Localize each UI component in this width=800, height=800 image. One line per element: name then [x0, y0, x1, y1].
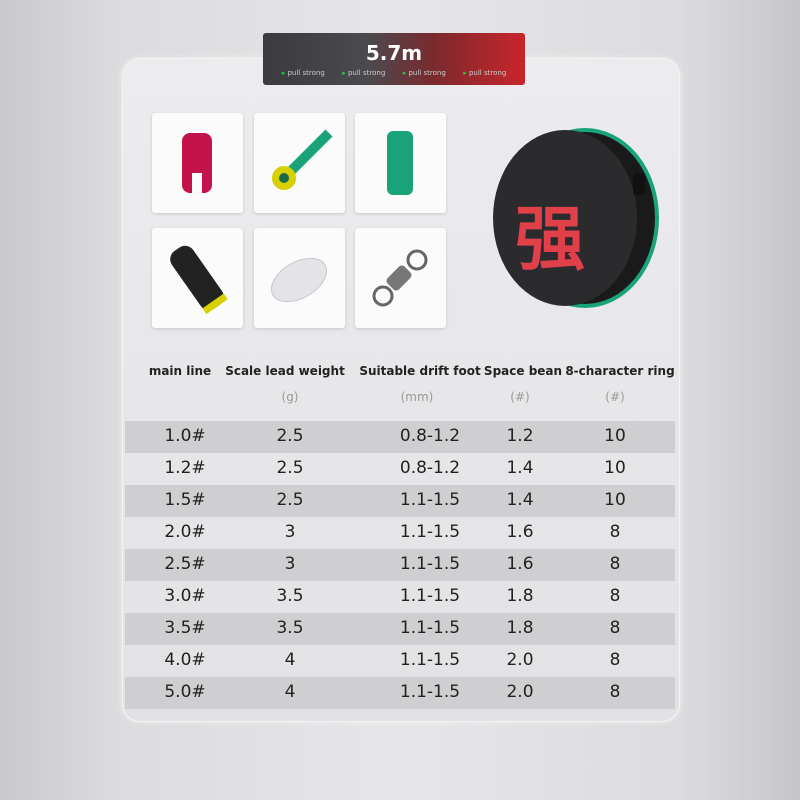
table-cell: 10: [604, 490, 626, 510]
table-cell: 4: [284, 650, 296, 670]
table-cell: 4: [284, 682, 296, 702]
table-cell: 2.5: [276, 426, 304, 446]
table-cell: 2.5: [276, 490, 304, 510]
table-cell: 3.5: [276, 586, 304, 606]
table-cell: 1.6: [506, 522, 534, 542]
table-cell: 8: [609, 650, 621, 670]
table-cell: 8: [609, 682, 621, 702]
length-banner: 5.7m pull strong pull strong pull strong…: [263, 33, 525, 85]
table-cell: 2.0#: [164, 522, 206, 542]
table-row: 1.2# 2.5 0.8-1.2 1.4 10: [125, 453, 675, 485]
table-cell: 0.8-1.2: [399, 458, 461, 478]
table-cell: 2.0: [506, 682, 534, 702]
table-cell: 1.1-1.5: [399, 618, 461, 638]
header-space-bean: Space bean: [483, 364, 563, 378]
clear-lead-icon: [254, 228, 345, 328]
table-cell: 3.5: [276, 618, 304, 638]
table-cell: 8: [609, 618, 621, 638]
table-cell: 3.0#: [164, 586, 206, 606]
table-cell: 5.0#: [164, 682, 206, 702]
table-row: 1.5# 2.5 1.1-1.5 1.4 10: [125, 485, 675, 517]
green-space-bean-icon: [355, 113, 446, 213]
table-cell: 1.2: [506, 426, 534, 446]
banner-tag: pull strong: [282, 69, 324, 77]
table-row: 3.0# 3.5 1.1-1.5 1.8 8: [125, 581, 675, 613]
table-cell: 1.1-1.5: [399, 650, 461, 670]
unit-g: (g): [281, 390, 299, 404]
table-cell: 1.8: [506, 586, 534, 606]
table-cell: 1.4: [506, 458, 534, 478]
table-cell: 4.0#: [164, 650, 206, 670]
banner-tag: pull strong: [463, 69, 506, 77]
table-cell: 1.4: [506, 490, 534, 510]
table-cell: 1.0#: [164, 426, 206, 446]
table-cell: 1.5#: [164, 490, 206, 510]
table-cell: 3: [284, 554, 296, 574]
line-reel-image: 强: [485, 118, 660, 313]
table-cell: 3: [284, 522, 296, 542]
table-cell: 0.8-1.2: [399, 426, 461, 446]
table-cell: 1.1-1.5: [399, 522, 461, 542]
table-cell: 1.2#: [164, 458, 206, 478]
table-cell: 2.0: [506, 650, 534, 670]
green-lead-holder-icon: [254, 113, 345, 213]
table-cell: 10: [604, 426, 626, 446]
table-cell: 1.6: [506, 554, 534, 574]
unit-ring: (#): [605, 390, 625, 404]
table-cell: 3.5#: [164, 618, 206, 638]
table-cell: 8: [609, 522, 621, 542]
header-lead-weight: Scale lead weight: [225, 364, 345, 378]
header-drift-foot: Suitable drift foot: [359, 364, 481, 378]
table-cell: 8: [609, 586, 621, 606]
table-row: 2.5# 3 1.1-1.5 1.6 8: [125, 549, 675, 581]
table-cell: 1.1-1.5: [399, 682, 461, 702]
swivel-ring-icon: [355, 228, 446, 328]
table-cell: 8: [609, 554, 621, 574]
header-ring: 8-character ring: [565, 364, 675, 378]
table-row: 2.0# 3 1.1-1.5 1.6 8: [125, 517, 675, 549]
length-label: 5.7m: [365, 41, 423, 65]
reel-logo: 强: [515, 198, 585, 280]
header-main-line: main line: [148, 364, 212, 378]
table-row: 1.0# 2.5 0.8-1.2 1.2 10: [125, 421, 675, 453]
table-row: 3.5# 3.5 1.1-1.5 1.8 8: [125, 613, 675, 645]
unit-mm: (mm): [400, 390, 434, 404]
table-row: 5.0# 4 1.1-1.5 2.0 8: [125, 677, 675, 709]
table-cell: 2.5#: [164, 554, 206, 574]
banner-tag: pull strong: [403, 69, 445, 77]
black-float-seat-icon: [152, 228, 243, 328]
table-cell: 10: [604, 458, 626, 478]
unit-bean: (#): [510, 390, 530, 404]
banner-tag: pull strong: [342, 69, 385, 77]
table-cell: 1.8: [506, 618, 534, 638]
table-cell: 1.1-1.5: [399, 554, 461, 574]
table-cell: 2.5: [276, 458, 304, 478]
red-space-bean-icon: [152, 113, 243, 213]
table-row: 4.0# 4 1.1-1.5 2.0 8: [125, 645, 675, 677]
table-cell: 1.1-1.5: [399, 490, 461, 510]
table-cell: 1.1-1.5: [399, 586, 461, 606]
